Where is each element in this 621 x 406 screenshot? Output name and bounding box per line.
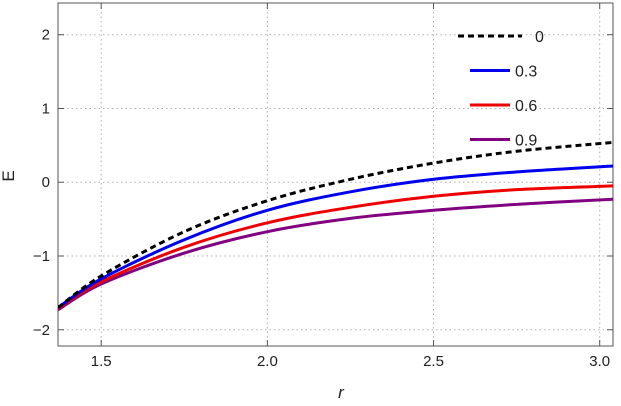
legend: 0 0.3 0.6 0.9 — [458, 29, 544, 150]
legend-label: 0.9 — [515, 133, 537, 150]
series-line-0-9 — [58, 197, 613, 312]
grid — [58, 3, 613, 346]
x-tick-label: 2.5 — [423, 353, 444, 370]
plot-frame — [57, 2, 614, 347]
y-tick-label: −2 — [33, 322, 50, 339]
series-line-0-3 — [58, 164, 613, 309]
y-axis-label: E — [0, 170, 18, 181]
series-lines — [58, 140, 613, 312]
axis-ticks: 1.5 2.0 2.5 3.0 −2 −1 0 1 2 — [33, 3, 613, 370]
series-line-0-6 — [58, 184, 613, 310]
y-tick-label: 2 — [42, 27, 50, 44]
legend-label: 0.3 — [515, 64, 537, 81]
x-axis-label: r — [338, 383, 345, 402]
x-tick-label: 3.0 — [589, 353, 610, 370]
x-tick-label: 1.5 — [91, 353, 112, 370]
y-tick-label: 0 — [42, 174, 50, 191]
series-line-0 — [58, 140, 613, 309]
y-tick-label: 1 — [42, 100, 50, 117]
y-tick-label: −1 — [33, 248, 50, 265]
x-tick-label: 2.0 — [257, 353, 278, 370]
legend-label: 0.6 — [515, 98, 537, 115]
legend-label: 0 — [535, 29, 544, 46]
